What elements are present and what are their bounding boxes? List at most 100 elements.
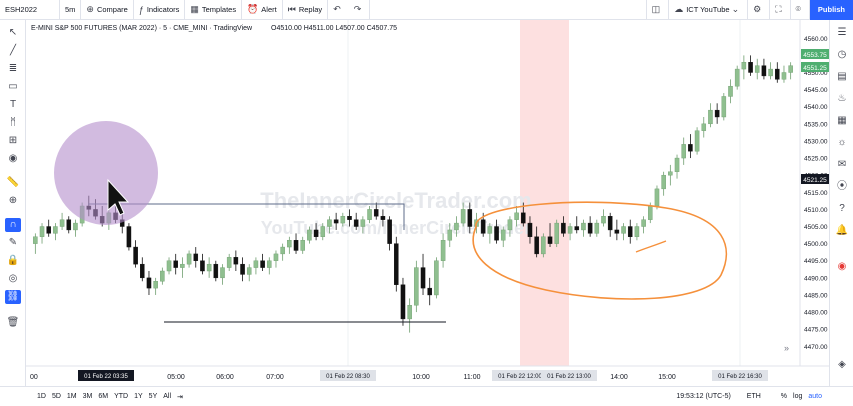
- price-tick: 4525.00: [804, 156, 828, 163]
- candle-body: [347, 216, 352, 220]
- auto-toggle[interactable]: auto: [808, 393, 822, 400]
- candle-body: [53, 226, 58, 234]
- camera-icon: ⌾: [795, 4, 801, 14]
- fib-tool[interactable]: ≣: [5, 62, 21, 76]
- redo-button[interactable]: ↷: [349, 0, 371, 20]
- fib-icon: ≣: [8, 63, 18, 74]
- candle-body: [541, 236, 546, 255]
- indicators-button[interactable]: ƒ Indicators: [134, 0, 186, 20]
- candle-body: [367, 209, 372, 220]
- range-ytd[interactable]: YTD: [114, 392, 129, 400]
- data-window-button[interactable]: ▤: [834, 70, 850, 84]
- candle-body: [360, 219, 366, 227]
- publish-button[interactable]: Publish: [809, 0, 853, 20]
- rectangle-tool[interactable]: ▭: [5, 80, 21, 94]
- alerts-panel-button[interactable]: ◷: [834, 48, 850, 62]
- cursor-tool[interactable]: ↖: [5, 26, 21, 40]
- candle-body: [507, 219, 513, 231]
- range-all[interactable]: All: [163, 392, 172, 400]
- chart-area[interactable]: TheInnerCircleTrader.com YouTube.com/Inn…: [26, 20, 829, 386]
- magnet-icon: ∩: [9, 219, 17, 230]
- range-6m[interactable]: 6M: [98, 392, 109, 400]
- interval-button[interactable]: 5m: [60, 0, 82, 20]
- alert-button[interactable]: ⏰ Alert: [242, 0, 283, 20]
- hotlist-button[interactable]: ♨: [834, 92, 850, 106]
- orange-arrow-drawing[interactable]: [635, 240, 667, 253]
- goto-date-icon[interactable]: ⇥: [177, 393, 183, 401]
- symbol-label: ESH2022: [5, 5, 38, 14]
- text-tool[interactable]: T: [5, 98, 21, 112]
- live-button[interactable]: ◉: [834, 260, 850, 274]
- candle-body: [581, 222, 586, 231]
- range-1d[interactable]: 1D: [37, 392, 46, 400]
- notifications-button[interactable]: 🔔: [834, 224, 850, 238]
- range-5d[interactable]: 5D: [51, 392, 61, 400]
- price-axis[interactable]: 4560.004555.004550.004545.004540.004535.…: [804, 36, 828, 351]
- help-button[interactable]: ?: [834, 202, 850, 216]
- orange-ellipse-drawing[interactable]: [472, 201, 728, 300]
- candle-body: [674, 157, 680, 172]
- candle-body: [267, 260, 272, 268]
- price-badge-top-bg: [801, 49, 829, 59]
- symbol-search-button[interactable]: ESH2022: [0, 0, 60, 20]
- templates-button[interactable]: ▦ Templates: [185, 0, 243, 20]
- crosshair-price-bg: [801, 174, 829, 184]
- price-tick: 4495.00: [804, 258, 828, 265]
- fullscreen-icon: ⛶: [775, 4, 782, 14]
- price-tick: 4475.00: [804, 327, 828, 334]
- watchlist-button[interactable]: ☰: [834, 26, 850, 40]
- layers-button[interactable]: ◈: [834, 358, 850, 372]
- candle-body: [414, 267, 419, 306]
- settings-button[interactable]: ⚙: [748, 0, 771, 20]
- sync-tool[interactable]: ⛓: [5, 290, 21, 304]
- candle-body: [300, 240, 305, 251]
- time-tick: 10:00: [412, 374, 430, 381]
- magnet-tool[interactable]: ∩: [5, 218, 21, 232]
- session-toggle[interactable]: ETH: [746, 393, 761, 400]
- range-1y[interactable]: 1Y: [134, 392, 143, 400]
- time-badge-crosshair: 01 Feb 22 03:35: [84, 374, 128, 380]
- candle-body: [775, 68, 780, 80]
- candle-body: [761, 65, 767, 77]
- range-box-drawing[interactable]: [88, 203, 405, 230]
- range-3m[interactable]: 3M: [82, 392, 93, 400]
- ideas-button[interactable]: ☼: [834, 136, 850, 150]
- stay-drawing-tool[interactable]: ✎: [5, 236, 21, 250]
- candle-body: [567, 226, 573, 234]
- trend-line-tool[interactable]: ╱: [5, 44, 21, 58]
- time-tick: 14:00: [610, 374, 628, 381]
- chat-button[interactable]: ✉: [834, 158, 850, 172]
- trash-tool[interactable]: 🗑: [5, 316, 21, 330]
- range-1m[interactable]: 1M: [66, 392, 77, 400]
- layout-name-button[interactable]: ☁ ICT YouTube ⌄: [669, 0, 749, 20]
- streams-button[interactable]: ⦿: [834, 180, 850, 194]
- snapshot-button[interactable]: ⌾: [791, 0, 810, 20]
- time-badge-bg: [492, 370, 548, 381]
- prediction-tool[interactable]: ⊞: [5, 134, 21, 148]
- candle-body: [253, 260, 259, 268]
- layout-button[interactable]: ◫: [645, 0, 670, 20]
- eye-tool[interactable]: ◉: [5, 152, 21, 166]
- log-toggle[interactable]: log: [793, 393, 803, 400]
- clock-readout[interactable]: 19:53:12 (UTC-5): [676, 393, 731, 400]
- pattern-tool[interactable]: ᛗ: [5, 116, 21, 130]
- scroll-to-end-icon[interactable]: »: [784, 343, 789, 353]
- chart-canvas[interactable]: TheInnerCircleTrader.com YouTube.com/Inn…: [26, 20, 829, 386]
- candle-body: [220, 267, 225, 279]
- undo-button[interactable]: ↶: [328, 0, 349, 20]
- calendar-button[interactable]: ▦: [834, 114, 850, 128]
- ruler-tool[interactable]: 📏: [5, 176, 21, 190]
- candle-body: [487, 226, 493, 234]
- lock-tool[interactable]: 🔒: [5, 254, 21, 268]
- fullscreen-button[interactable]: ⛶: [770, 0, 791, 20]
- candle-body: [521, 212, 526, 224]
- range-5y[interactable]: 5Y: [148, 392, 158, 400]
- candle-body: [534, 236, 539, 255]
- hide-tool[interactable]: ◎: [5, 272, 21, 286]
- compare-button[interactable]: ⊕ Compare: [81, 0, 134, 20]
- zoom-tool[interactable]: ⊕: [5, 194, 21, 208]
- percent-toggle[interactable]: %: [780, 393, 788, 400]
- candle-body: [46, 226, 51, 234]
- replay-button[interactable]: ⏮ Replay: [283, 0, 329, 20]
- list-icon: ☰: [837, 27, 847, 38]
